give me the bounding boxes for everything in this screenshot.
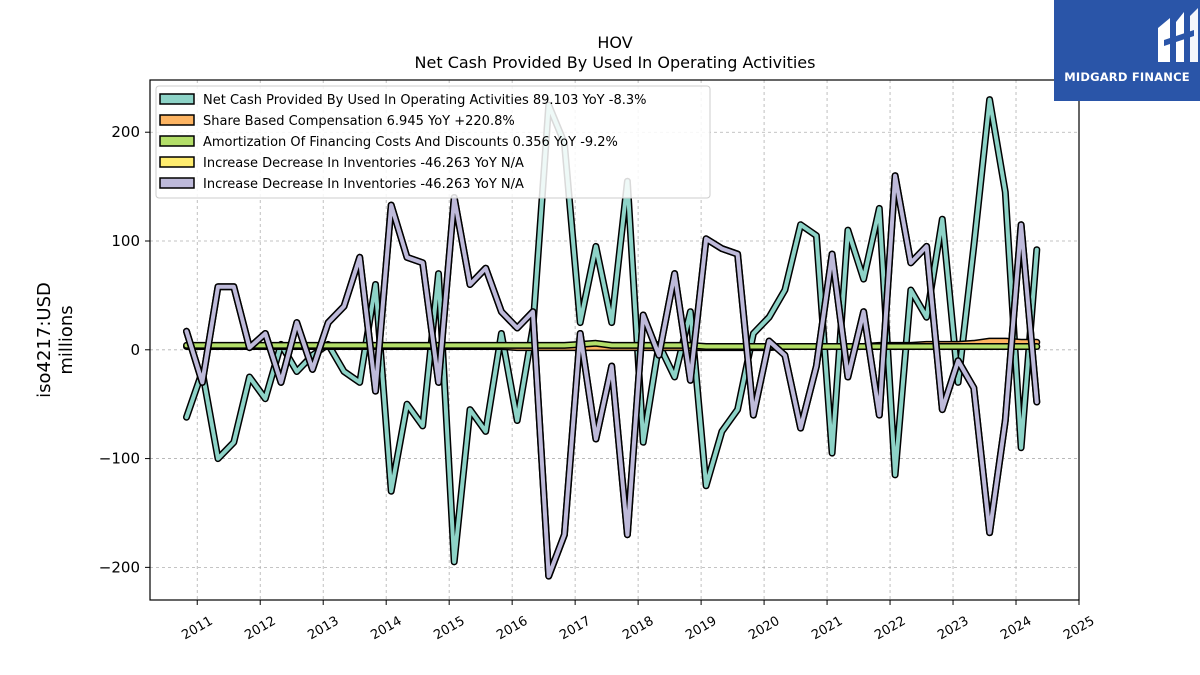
series-layer bbox=[183, 96, 1041, 580]
y-tick-label: −200 bbox=[99, 558, 140, 576]
legend-swatch bbox=[159, 177, 195, 189]
y-tick-label: 0 bbox=[130, 341, 140, 359]
legend-box bbox=[155, 85, 711, 199]
legend-label: Amortization Of Financing Costs And Disc… bbox=[203, 135, 618, 150]
legend-label: Increase Decrease In Inventories -46.263… bbox=[203, 156, 524, 171]
legend-label: Share Based Compensation 6.945 YoY +220.… bbox=[203, 114, 515, 129]
x-tick-label: 2016 bbox=[494, 614, 530, 644]
y-tick-label: 200 bbox=[111, 123, 140, 141]
legend-swatch bbox=[159, 93, 195, 105]
chart-subtitle: Net Cash Provided By Used In Operating A… bbox=[415, 53, 816, 72]
chart-title: HOV bbox=[597, 33, 632, 52]
x-tick-label: 2012 bbox=[242, 614, 278, 644]
legend-label: Increase Decrease In Inventories -46.263… bbox=[203, 177, 524, 192]
y-tick-label: −100 bbox=[99, 450, 140, 468]
x-tick-label: 2013 bbox=[305, 614, 341, 644]
brand-mark-icon bbox=[1158, 8, 1198, 62]
x-tick-label: 2024 bbox=[998, 614, 1034, 644]
plot-frame bbox=[149, 79, 1080, 601]
x-tick-label: 2014 bbox=[368, 614, 404, 644]
x-tick-label: 2011 bbox=[179, 614, 215, 644]
x-tick-label: 2020 bbox=[746, 614, 782, 644]
x-tick-label: 2023 bbox=[935, 614, 971, 644]
x-tick-label: 2017 bbox=[557, 614, 593, 644]
x-tick-label: 2025 bbox=[1061, 614, 1097, 644]
y-axis-label: iso4217:USDmillions bbox=[34, 282, 77, 398]
brand-logo: MIDGARD FINANCE bbox=[1054, 0, 1200, 101]
x-tick-label: 2019 bbox=[683, 614, 719, 644]
legend-label: Net Cash Provided By Used In Operating A… bbox=[203, 93, 646, 108]
series-line-4 bbox=[184, 173, 1039, 579]
legend-swatch bbox=[159, 135, 195, 147]
brand-name: MIDGARD FINANCE bbox=[1064, 70, 1190, 84]
x-tick-label: 2018 bbox=[620, 614, 656, 644]
x-tick-label: 2022 bbox=[872, 614, 908, 644]
legend-swatch bbox=[159, 156, 195, 168]
y-tick-label: 100 bbox=[111, 232, 140, 250]
legend: Net Cash Provided By Used In Operating A… bbox=[155, 85, 711, 199]
series-line-2 bbox=[184, 341, 1039, 349]
x-tick-label: 2015 bbox=[431, 614, 467, 644]
legend-swatch bbox=[159, 114, 195, 126]
x-tick-label: 2021 bbox=[809, 614, 845, 644]
